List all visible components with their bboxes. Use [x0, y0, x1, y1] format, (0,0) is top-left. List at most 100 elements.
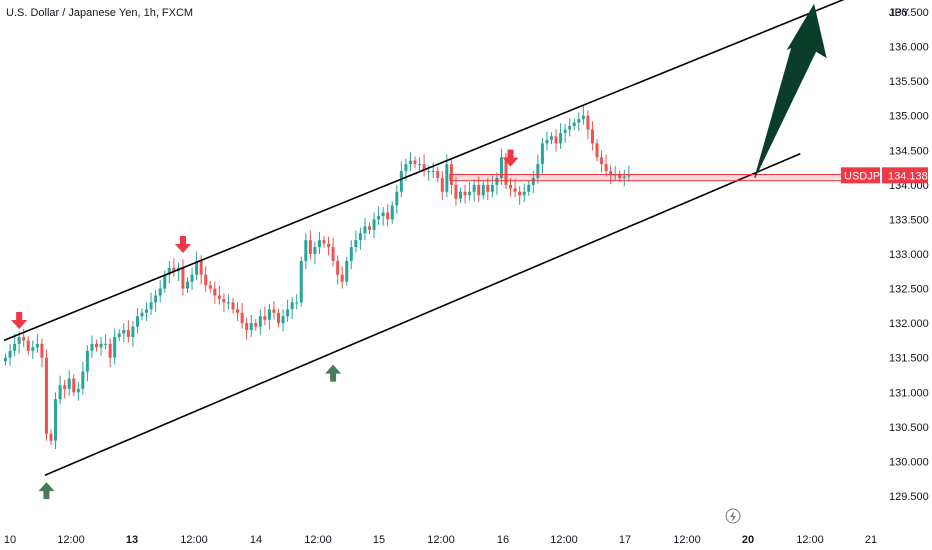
time-tick-label: 12:00: [796, 534, 824, 546]
candle-body: [559, 133, 563, 144]
candle-body: [577, 119, 581, 123]
candle-body: [340, 274, 344, 282]
candle-body: [490, 184, 494, 192]
lightning-glyph: [730, 511, 736, 522]
candle-body: [395, 191, 399, 206]
candle-body: [581, 115, 585, 120]
candle-body: [572, 122, 576, 127]
time-axis[interactable]: 10 12:00 13 12:00 14 12:00 15 12:00 16 12:00 17 12:…: [4, 508, 877, 546]
price-tick-label: 134.500: [889, 145, 929, 157]
candle-body: [149, 302, 153, 310]
candle-body: [590, 129, 594, 144]
price-axis-unit: JPY: [889, 7, 910, 19]
candle-body: [263, 316, 267, 320]
candle-body: [463, 191, 467, 196]
candle-body: [40, 343, 44, 358]
candle-body: [90, 343, 94, 351]
time-tick-label: 12:00: [304, 534, 332, 546]
candle-body: [317, 240, 321, 248]
candle-body: [140, 312, 144, 317]
time-tick-label: 16: [497, 534, 509, 546]
candle-body: [195, 260, 199, 275]
candle-body: [545, 139, 549, 144]
candle-body: [17, 336, 21, 344]
up-arrow-marker: [325, 364, 342, 382]
symbol-label-bg: [841, 167, 880, 184]
candle-body: [586, 115, 590, 130]
time-tick-label: 12:00: [673, 534, 701, 546]
candle-body: [440, 177, 444, 192]
time-tick-label: 10: [4, 534, 16, 546]
candle-body: [609, 171, 613, 175]
candle-body: [313, 247, 317, 254]
candlestick-series: [4, 106, 631, 449]
price-tick-label: 135.500: [889, 76, 929, 88]
last-price-label: 134.138: [888, 170, 928, 182]
candle-body: [363, 226, 367, 234]
time-tick-label: 12:00: [427, 534, 455, 546]
candle-body: [604, 164, 608, 172]
candle-body: [568, 126, 572, 130]
candle-body: [358, 233, 362, 241]
candle-body: [622, 176, 626, 178]
candle-body: [468, 191, 472, 196]
candle-body: [217, 295, 221, 299]
candle-body: [554, 136, 558, 144]
price-tick-label: 136.500: [889, 7, 929, 19]
candle-body: [536, 164, 540, 178]
candle-body: [167, 267, 171, 275]
candle-body: [513, 188, 517, 192]
candle-body: [427, 171, 431, 173]
candle-body: [486, 184, 490, 192]
candle-body: [413, 160, 417, 165]
candle-body: [322, 240, 326, 244]
candle-body: [431, 171, 435, 173]
candle-body: [408, 160, 412, 165]
candle-body: [495, 177, 499, 185]
channel-lower-line: [44, 153, 801, 476]
down-arrow-marker: [174, 236, 191, 253]
candle-body: [518, 191, 522, 196]
candle-body: [49, 433, 53, 441]
last-price-label-bg: [882, 167, 928, 184]
candle-body: [26, 340, 30, 351]
candle-body: [404, 164, 408, 172]
candle-body: [126, 330, 130, 337]
candle-body: [627, 175, 631, 177]
candle-body: [459, 191, 462, 199]
time-tick-label: 12:00: [57, 534, 85, 546]
candle-body: [208, 285, 212, 289]
candle-body: [386, 212, 390, 220]
price-tick-label: 130.500: [889, 422, 929, 434]
candle-body: [481, 184, 485, 196]
candle-body: [163, 274, 167, 289]
price-axis[interactable]: 129.500 130.000 130.500 131.000 131.500 132.0…: [841, 7, 929, 503]
candle-body: [226, 302, 230, 304]
price-tick-label: 129.500: [889, 491, 929, 503]
candle-body: [22, 336, 26, 341]
down-arrow-marker: [11, 312, 28, 330]
candle-body: [44, 357, 48, 434]
candle-body: [231, 302, 235, 310]
candle-body: [58, 385, 62, 400]
candle-body: [477, 184, 481, 196]
candle-body: [377, 215, 381, 220]
candle-body: [509, 184, 513, 189]
candle-body: [372, 219, 376, 230]
channel-upper-line: [3, 0, 845, 342]
time-tick-label: 12:00: [550, 534, 578, 546]
chart-title: U.S. Dollar / Japanese Yen, 1h, FXCM: [6, 7, 194, 19]
down-arrow-marker: [502, 149, 519, 167]
price-tick-label: 131.500: [889, 353, 929, 365]
candle-body: [618, 174, 622, 178]
forecast-arrow: [754, 3, 827, 179]
candle-body: [8, 350, 12, 358]
candle-body: [399, 171, 403, 192]
candle-body: [308, 240, 312, 254]
candle-body: [472, 184, 476, 192]
candle-body: [345, 260, 349, 282]
candle-body: [299, 260, 303, 303]
candle-body: [445, 164, 449, 192]
candle-body: [277, 312, 280, 324]
